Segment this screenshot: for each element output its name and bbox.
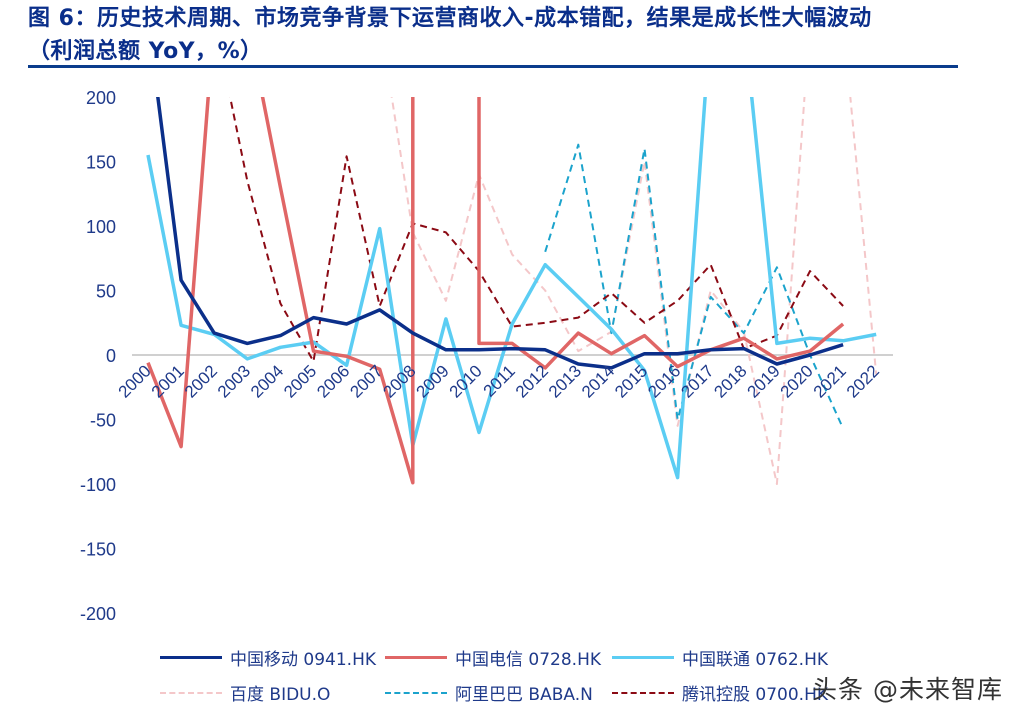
x-axis: 2000200120022003200420052006200720082009… bbox=[115, 361, 883, 401]
x-tick-label: 2013 bbox=[545, 361, 585, 401]
series-line bbox=[146, 97, 877, 480]
x-tick-label: 2010 bbox=[446, 361, 486, 401]
x-tick-label: 2001 bbox=[148, 361, 188, 401]
y-tick-label: -100 bbox=[80, 475, 116, 495]
y-tick-label: 100 bbox=[86, 217, 116, 237]
x-tick-label: 2007 bbox=[346, 361, 386, 401]
y-tick-label: -150 bbox=[80, 540, 116, 560]
y-tick-label: -50 bbox=[90, 411, 116, 431]
series-line bbox=[390, 97, 878, 485]
x-tick-label: 2017 bbox=[677, 361, 717, 401]
chart-title-line2: （利润总额 YoY，%） bbox=[28, 39, 263, 64]
x-tick-label: 2020 bbox=[777, 361, 817, 401]
y-tick-label: 50 bbox=[96, 282, 116, 302]
title-divider bbox=[28, 65, 958, 68]
x-tick-label: 2015 bbox=[611, 361, 651, 401]
x-tick-label: 2009 bbox=[413, 361, 453, 401]
legend-item-china-unicom[interactable]: 中国联通 0762.HK bbox=[612, 645, 828, 670]
x-tick-label: 2018 bbox=[710, 361, 750, 401]
series-line bbox=[544, 143, 845, 429]
legend-swatch-solid-icon bbox=[385, 656, 447, 659]
legend-item-alibaba[interactable]: 阿里巴巴 BABA.N bbox=[385, 680, 593, 705]
legend-label: 中国联通 0762.HK bbox=[682, 650, 829, 670]
legend-label: 中国移动 0941.HK bbox=[230, 650, 377, 670]
legend-swatch-dashed-icon bbox=[385, 691, 447, 694]
x-tick-label: 2011 bbox=[480, 361, 519, 400]
legend-label: 腾讯控股 0700.HK bbox=[682, 685, 829, 705]
legend-swatch-solid-icon bbox=[612, 656, 674, 659]
legend-swatch-dashed-icon bbox=[160, 691, 222, 694]
series-line bbox=[146, 97, 845, 485]
x-tick-label: 2006 bbox=[313, 361, 353, 401]
y-tick-label: -200 bbox=[80, 604, 116, 624]
legend-swatch-solid-icon bbox=[160, 656, 222, 659]
legend-item-china-telecom[interactable]: 中国电信 0728.HK bbox=[385, 645, 601, 670]
legend-label: 阿里巴巴 BABA.N bbox=[455, 685, 593, 705]
watermark: 头条 @未来智库 bbox=[812, 675, 1003, 704]
x-tick-label: 2005 bbox=[280, 361, 320, 401]
legend-label: 中国电信 0728.HK bbox=[455, 650, 602, 670]
legend-item-china-mobile[interactable]: 中国移动 0941.HK bbox=[160, 645, 376, 670]
x-tick-label: 2022 bbox=[843, 361, 883, 401]
y-axis: 200 150 100 50 0 -50 -100 -150 -200 bbox=[80, 88, 116, 624]
y-tick-label: 150 bbox=[86, 153, 116, 173]
legend-item-tencent[interactable]: 腾讯控股 0700.HK bbox=[612, 680, 828, 705]
series-line bbox=[156, 97, 844, 370]
series-group bbox=[146, 97, 878, 485]
legend-swatch-dashed-icon bbox=[612, 691, 674, 694]
legend-label: 百度 BIDU.O bbox=[230, 685, 331, 705]
x-tick-label: 2004 bbox=[247, 361, 287, 401]
legend-item-baidu[interactable]: 百度 BIDU.O bbox=[160, 680, 330, 705]
chart-title: 图 6：历史技术周期、市场竞争背景下运营商收入-成本错配，结果是成长性大幅波动 … bbox=[28, 2, 988, 68]
x-tick-label: 2003 bbox=[214, 361, 254, 401]
y-tick-label: 200 bbox=[86, 88, 116, 108]
chart-title-line1: 图 6：历史技术周期、市场竞争背景下运营商收入-成本错配，结果是成长性大幅波动 bbox=[28, 6, 872, 31]
series-line bbox=[229, 97, 844, 363]
x-tick-label: 2019 bbox=[744, 361, 784, 401]
y-tick-label: 0 bbox=[106, 346, 116, 366]
